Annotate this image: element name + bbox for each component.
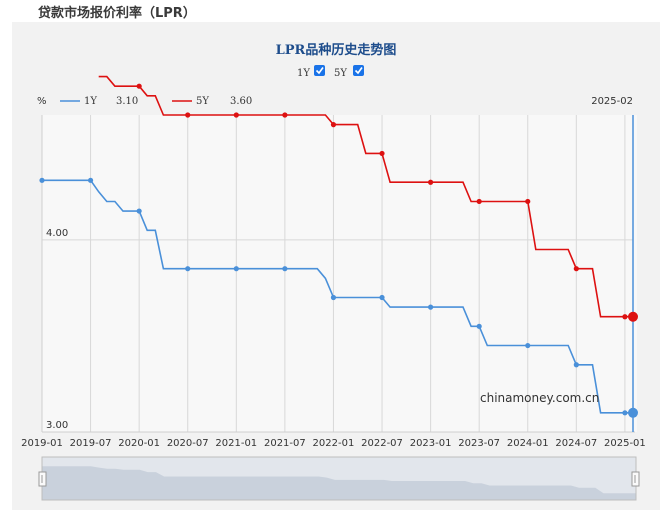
- data-point-1y: [428, 304, 434, 310]
- legend-name-1y: 1Y: [84, 96, 97, 107]
- data-point-5y: [622, 314, 628, 320]
- x-tick-label: 2022-07: [361, 438, 403, 449]
- data-point-1y: [573, 362, 579, 368]
- checkbox-5y[interactable]: [353, 65, 364, 76]
- y-tick-label: 4.00: [46, 228, 68, 239]
- y-tick-label: 3.00: [46, 420, 68, 431]
- x-tick-label: 2021-07: [264, 438, 306, 449]
- data-point-1y: [233, 266, 239, 272]
- check-icon: [315, 67, 324, 75]
- check-icon: [354, 67, 363, 75]
- x-tick-label: 2019-01: [21, 438, 63, 449]
- x-tick-label: 2019-07: [70, 438, 112, 449]
- data-point-5y: [282, 112, 288, 118]
- legend-name-5y: 5Y: [196, 96, 209, 107]
- data-point-1y: [330, 294, 337, 301]
- series-lines: [39, 75, 638, 418]
- series-line-1y: [42, 179, 633, 414]
- data-point-5y: [628, 311, 638, 322]
- data-point-1y: [282, 266, 288, 272]
- series-toggle-5y[interactable]: 5Y: [334, 65, 364, 79]
- y-axis-unit: %: [37, 96, 47, 107]
- watermark: chinamoney.com.cn: [480, 391, 599, 405]
- y-tick-labels: 3.00 4.00: [46, 228, 68, 431]
- data-point-5y: [136, 83, 142, 89]
- navigator-area: [42, 466, 636, 500]
- data-point-5y: [379, 150, 385, 157]
- x-tick-label: 2023-01: [410, 438, 452, 449]
- x-tick-label: 2025-01: [604, 438, 646, 449]
- lpr-history-chart: LPR品种历史走势图 1Y 5Y % 1Y 3.10 5Y 3.60 2025-…: [21, 42, 646, 501]
- series-toggle-1y[interactable]: 1Y: [297, 65, 325, 79]
- x-tick-label: 2024-01: [507, 438, 549, 449]
- x-tick-label: 2021-01: [215, 438, 257, 449]
- data-point-5y: [185, 112, 191, 118]
- data-point-5y: [330, 122, 337, 128]
- x-tick-label: 2020-01: [118, 438, 160, 449]
- data-point-5y: [525, 198, 531, 205]
- x-tick-label: 2023-07: [458, 438, 500, 449]
- data-point-1y: [476, 323, 482, 329]
- range-navigator[interactable]: [38, 456, 640, 501]
- data-point-5y: [476, 198, 482, 205]
- x-tick-label: 2024-07: [555, 438, 597, 449]
- toggle-label-5y: 5Y: [334, 68, 347, 79]
- data-point-1y: [39, 177, 45, 183]
- toggle-label-1y: 1Y: [297, 68, 310, 79]
- data-point-1y: [87, 177, 94, 183]
- x-tick-label: 2022-01: [313, 438, 355, 449]
- chart-panel: LPR品种历史走势图 1Y 5Y % 1Y 3.10 5Y 3.60 2025-…: [12, 22, 660, 510]
- legend-value-1y: 3.10: [116, 96, 138, 107]
- page-title: 贷款市场报价利率（LPR）: [38, 6, 196, 21]
- data-point-1y: [622, 410, 628, 416]
- data-point-1y: [525, 342, 531, 349]
- plot-area: [42, 115, 637, 432]
- legend: 1Y 3.10 5Y 3.60: [60, 96, 252, 107]
- data-point-5y: [428, 179, 434, 185]
- data-point-1y: [185, 266, 191, 272]
- data-point-1y: [379, 294, 385, 301]
- data-point-5y: [573, 266, 579, 272]
- data-point-1y: [628, 407, 638, 418]
- data-point-5y: [233, 112, 239, 118]
- plot-background: [42, 115, 637, 432]
- data-point-1y: [136, 208, 142, 214]
- chart-title: LPR品种历史走势图: [276, 42, 397, 58]
- x-tick-labels: 2019-01 2019-07 2020-01 2020-07 2021-01 2021-…: [21, 438, 646, 449]
- series-line-5y: [98, 75, 633, 318]
- x-tick-label: 2020-07: [167, 438, 209, 449]
- legend-value-5y: 3.60: [230, 96, 252, 107]
- checkbox-1y[interactable]: [314, 65, 325, 76]
- date-readout: 2025-02: [591, 96, 633, 107]
